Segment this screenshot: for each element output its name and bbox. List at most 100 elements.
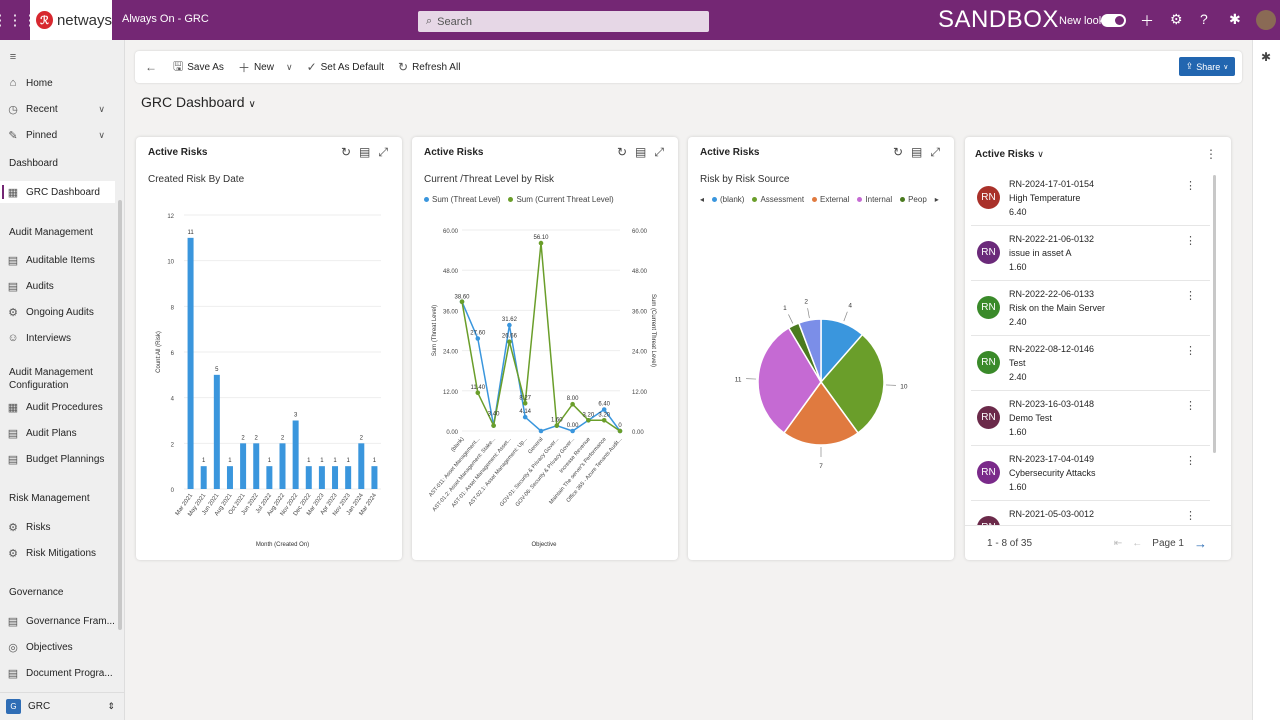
data-label: 10 <box>900 384 908 391</box>
risk-id[interactable]: RN-2022-21-06-0132 <box>1009 234 1095 244</box>
refresh-icon[interactable]: ↻ <box>340 145 352 159</box>
data-point <box>475 336 481 341</box>
new-look-toggle[interactable] <box>1101 14 1126 27</box>
logo[interactable]: ℛ netways <box>30 0 112 40</box>
set-default-button[interactable]: ✓ Set As Default <box>307 60 384 74</box>
next-page-icon[interactable]: → <box>1194 536 1207 551</box>
data-label: 1 <box>228 458 232 464</box>
list-scrollbar[interactable] <box>1213 175 1216 453</box>
legend-item[interactable]: External <box>812 195 849 204</box>
list-item[interactable]: RN RN-2022-21-06-0132 issue in asset A 1.60… <box>971 226 1210 281</box>
legend-item[interactable]: Sum (Current Threat Level) <box>508 195 614 204</box>
more-options-icon[interactable]: ⋮ <box>1185 290 1196 302</box>
more-options-icon[interactable]: ⋮ <box>1205 147 1217 161</box>
more-options-icon[interactable]: ⋮ <box>1185 345 1196 357</box>
nav-risk-mitigations[interactable]: ⚙ Risk Mitigations <box>0 542 115 564</box>
legend-item[interactable]: Peop <box>900 195 927 204</box>
y2-tick-label: 0.00 <box>632 430 644 436</box>
nav-section-dashboard: Dashboard <box>9 158 58 169</box>
nav-objectives[interactable]: ◎ Objectives <box>0 636 115 658</box>
nav-section-audit-config: Audit Management Configuration <box>9 367 93 391</box>
nav-auditable-items[interactable]: ▤ Auditable Items <box>0 249 115 271</box>
first-page-icon[interactable]: ⇤ <box>1113 538 1123 549</box>
nav-interviews[interactable]: ☺ Interviews <box>0 327 115 349</box>
help-icon[interactable]: ? <box>1200 11 1208 27</box>
expand-icon[interactable]: ⤢ <box>930 145 940 159</box>
export-icon[interactable]: ▤ <box>359 145 371 159</box>
settings-icon[interactable]: ⚙ <box>1170 11 1183 27</box>
more-options-icon[interactable]: ⋮ <box>1185 180 1196 192</box>
area-switcher[interactable]: G GRC ⇕ <box>0 692 125 720</box>
nav-governance-frameworks[interactable]: ▤ Governance Fram... <box>0 610 115 632</box>
nav-pinned[interactable]: ✎ Pinned ∨ <box>0 124 115 146</box>
nav-recent[interactable]: ◷ Recent ∨ <box>0 98 115 120</box>
search-input[interactable]: ⌕ Search <box>418 11 709 32</box>
export-icon[interactable]: ▤ <box>635 145 647 159</box>
chevron-down-icon[interactable]: ∨ <box>285 61 293 72</box>
risk-id[interactable]: RN-2022-08-12-0146 <box>1009 344 1095 354</box>
legend-item[interactable]: (blank) <box>712 195 744 204</box>
dashboard-selector[interactable]: GRC Dashboard ∨ <box>141 94 256 110</box>
copilot-icon[interactable]: ✱ <box>1229 11 1241 27</box>
more-options-icon[interactable]: ⋮ <box>1185 235 1196 247</box>
back-button[interactable]: ← <box>145 60 157 74</box>
data-point <box>601 407 607 412</box>
expand-icon[interactable]: ⤢ <box>654 145 664 159</box>
view-selector[interactable]: Active Risks ∨ <box>975 149 1044 160</box>
risk-id[interactable]: RN-2021-05-03-0012 <box>1009 509 1095 519</box>
nav-document-programs[interactable]: ▤ Document Progra... <box>0 662 115 684</box>
expand-icon[interactable]: ⤢ <box>378 145 388 159</box>
nav-budget-plannings[interactable]: ▤ Budget Plannings <box>0 448 115 470</box>
user-avatar[interactable] <box>1256 10 1276 30</box>
copilot-pane-icon[interactable]: ✱ <box>1261 50 1272 64</box>
more-options-icon[interactable]: ⋮ <box>1185 400 1196 412</box>
nav-audit-procedures[interactable]: ▦ Audit Procedures <box>0 396 115 418</box>
list-item[interactable]: RN RN-2024-17-01-0154 High Temperature 6.40… <box>971 171 1210 226</box>
legend-item[interactable]: Assessment <box>752 195 804 204</box>
list-item[interactable]: RN RN-2021-05-03-0012 ⋮ <box>971 501 1210 525</box>
legend-item[interactable]: Sum (Threat Level) <box>424 195 500 204</box>
nav-risks[interactable]: ⚙ Risks <box>0 516 115 538</box>
data-label: 27.60 <box>470 331 486 337</box>
nav-grc-dashboard[interactable]: ▦ GRC Dashboard <box>0 181 115 203</box>
export-icon[interactable]: ▤ <box>911 145 923 159</box>
risk-id[interactable]: RN-2024-17-01-0154 <box>1009 179 1095 189</box>
data-label: 1 <box>202 458 206 464</box>
risk-value: 2.40 <box>1009 372 1027 382</box>
new-label: New <box>253 61 274 73</box>
list-item[interactable]: RN RN-2022-22-06-0133 Risk on the Main Ser… <box>971 281 1210 336</box>
legend-next-icon[interactable]: ▸ <box>934 195 939 204</box>
more-options-icon[interactable]: ⋮ <box>1185 510 1196 522</box>
y2-tick-label: 12.00 <box>632 390 648 396</box>
left-navigation: ≡ ⌂ Home ◷ Recent ∨ ✎ Pinned ∨ Dashboard ▦ GRC… <box>0 40 125 720</box>
data-label: 3 <box>294 413 298 419</box>
list-footer: 1 - 8 of 35 ⇤ ← Page 1 → <box>965 525 1231 560</box>
list-item[interactable]: RN RN-2022-08-12-0146 Test 2.40 ⋮ <box>971 336 1210 391</box>
risk-id[interactable]: RN-2022-22-06-0133 <box>1009 289 1095 299</box>
plus-icon[interactable]: ＋ <box>1140 13 1154 29</box>
app-launcher-icon[interactable]: ⋮⋮⋮ <box>0 12 38 29</box>
data-label: 0.00 <box>567 423 579 429</box>
new-button[interactable]: ＋ New ∨ <box>238 59 293 76</box>
more-options-icon[interactable]: ⋮ <box>1185 455 1196 467</box>
legend-prev-icon[interactable]: ◂ <box>700 195 705 204</box>
prev-page-icon[interactable]: ← <box>1132 538 1143 549</box>
app-title[interactable]: Always On - GRC <box>122 13 209 25</box>
nav-ongoing-audits[interactable]: ⚙ Ongoing Audits <box>0 301 115 323</box>
list-item[interactable]: RN RN-2023-16-03-0148 Demo Test 1.60 ⋮ <box>971 391 1210 446</box>
nav-audit-plans[interactable]: ▤ Audit Plans <box>0 422 115 444</box>
save-as-button[interactable]: 🖫 Save As <box>173 57 224 78</box>
list-item[interactable]: RN RN-2023-17-04-0149 Cybersecurity Attack… <box>971 446 1210 501</box>
risk-id[interactable]: RN-2023-16-03-0148 <box>1009 399 1095 409</box>
hamburger-menu[interactable]: ≡ <box>0 46 115 68</box>
refresh-all-button[interactable]: ↻ Refresh All <box>398 60 460 74</box>
refresh-icon[interactable]: ↻ <box>892 145 904 159</box>
risk-id[interactable]: RN-2023-17-04-0149 <box>1009 454 1095 464</box>
nav-scrollbar[interactable] <box>118 200 122 630</box>
nav-item-label: Governance Fram... <box>26 615 115 627</box>
refresh-icon[interactable]: ↻ <box>616 145 628 159</box>
nav-audits[interactable]: ▤ Audits <box>0 275 115 297</box>
nav-home[interactable]: ⌂ Home <box>0 72 115 94</box>
legend-item[interactable]: Internal <box>857 195 892 204</box>
share-button[interactable]: ⇪ Share ∨ <box>1179 57 1235 76</box>
